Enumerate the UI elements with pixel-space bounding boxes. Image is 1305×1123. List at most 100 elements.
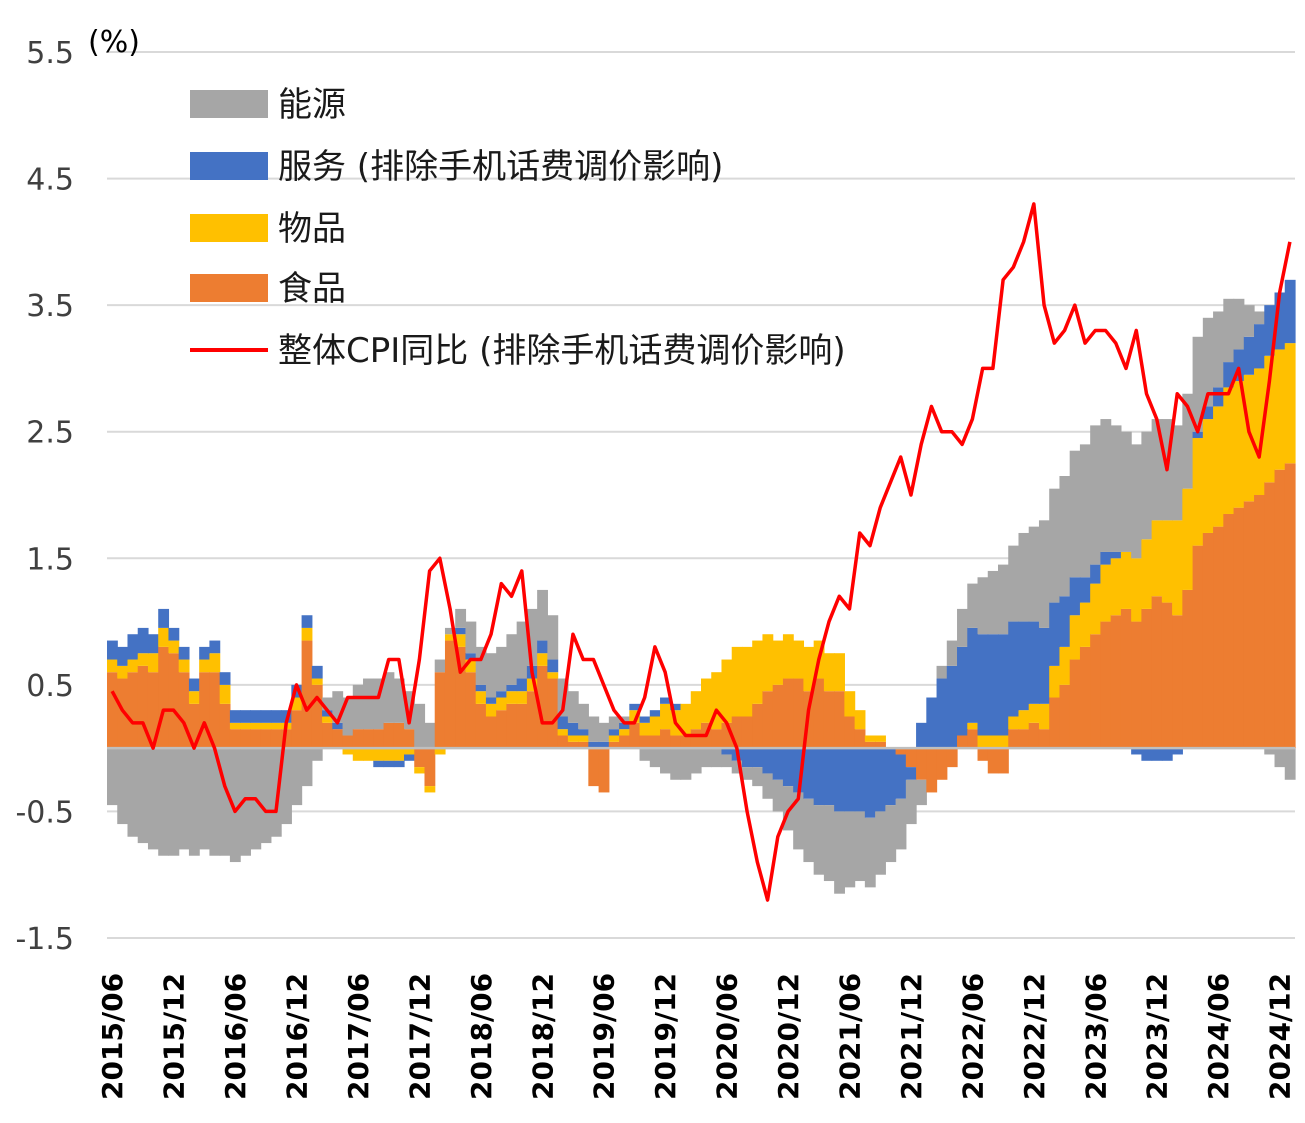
services-bar xyxy=(619,722,630,730)
services-bar xyxy=(926,697,938,749)
food-bar xyxy=(1192,545,1204,749)
services-bar xyxy=(752,748,764,768)
energy-bar xyxy=(701,748,712,768)
goods-bar xyxy=(496,697,508,711)
services-bar xyxy=(1028,621,1040,704)
energy-bar xyxy=(936,665,948,679)
food-bar xyxy=(1161,602,1173,749)
unit-label: (%) xyxy=(88,25,140,60)
services-bar xyxy=(1090,564,1102,584)
goods-bar xyxy=(1049,665,1061,698)
food-legend-swatch xyxy=(190,274,268,302)
services-bar xyxy=(998,634,1009,736)
goods-bar xyxy=(762,634,774,692)
food-bar xyxy=(608,741,620,749)
energy-bar xyxy=(588,716,600,742)
y-tick-label: 5.5 xyxy=(26,36,74,71)
goods-bar xyxy=(455,634,467,647)
energy-bar xyxy=(1182,393,1194,489)
y-tick-label: 4.5 xyxy=(26,163,74,198)
food-bar xyxy=(1274,469,1286,749)
food-bar xyxy=(455,646,467,749)
goods-bar xyxy=(158,627,170,647)
food-bar xyxy=(629,722,641,749)
energy-bar xyxy=(1028,526,1040,622)
energy-bar xyxy=(1284,748,1296,780)
energy-bar xyxy=(752,767,764,787)
x-tick-label: 2020/12 xyxy=(772,973,805,1100)
services-bar xyxy=(260,710,272,723)
goods-bar xyxy=(803,646,815,692)
energy-bar xyxy=(834,811,845,894)
services-bar xyxy=(844,748,856,812)
goods-bar xyxy=(465,659,477,673)
energy-bar xyxy=(526,608,538,666)
food-bar xyxy=(598,748,610,793)
energy-bar xyxy=(957,608,968,647)
food-bar xyxy=(998,748,1009,774)
food-bar xyxy=(127,672,139,749)
services-bar xyxy=(1254,324,1265,369)
services-bar xyxy=(1151,748,1163,761)
food-bar xyxy=(834,691,845,749)
services-bar xyxy=(1213,387,1224,407)
energy-bar xyxy=(1141,431,1153,540)
food-bar xyxy=(680,735,692,749)
energy-bar xyxy=(639,748,651,761)
food-bar xyxy=(793,678,805,749)
goods-bar xyxy=(137,653,149,666)
food-bar xyxy=(823,691,835,749)
goods-bar xyxy=(1161,520,1173,603)
x-tick-label: 2017/12 xyxy=(403,973,436,1100)
energy-bar xyxy=(977,577,989,635)
services-bar xyxy=(107,640,118,660)
energy-bar xyxy=(547,615,559,660)
energy-bar xyxy=(1243,305,1255,337)
food-bar xyxy=(813,678,825,749)
food-bar xyxy=(270,729,282,749)
energy-bar xyxy=(383,672,395,723)
services-bar xyxy=(813,748,825,806)
energy-bar xyxy=(516,621,528,679)
goods-bar xyxy=(178,659,190,673)
goods-bar xyxy=(772,640,784,685)
services-bar xyxy=(629,703,641,711)
services-bar xyxy=(1038,627,1050,704)
energy-bar xyxy=(731,760,743,774)
goods-bar xyxy=(1202,419,1214,533)
goods-bar xyxy=(875,735,886,742)
energy-bar xyxy=(240,748,251,856)
energy-bar xyxy=(598,722,610,742)
services-bar xyxy=(588,741,600,749)
food-bar xyxy=(721,722,733,749)
x-axis-ticks: 2015/06 2015/12 2016/06 2016/12 2017/06 2017/… xyxy=(96,973,1297,1100)
x-tick-label: 2023/06 xyxy=(1079,973,1112,1100)
goods-bar xyxy=(834,653,845,692)
energy-bar xyxy=(711,748,723,768)
food-bar xyxy=(916,748,927,780)
goods-bar xyxy=(557,729,569,736)
food-bar xyxy=(1254,495,1265,749)
food-bar xyxy=(352,729,364,749)
services-bar xyxy=(1049,602,1061,666)
goods-bar xyxy=(1090,583,1102,635)
energy-bar xyxy=(895,798,907,850)
energy-bar xyxy=(1213,311,1224,388)
food-bar xyxy=(434,672,446,749)
goods-bar xyxy=(660,703,671,730)
food-bar xyxy=(854,729,866,749)
energy-bar xyxy=(864,817,876,888)
food-bar xyxy=(393,722,405,749)
x-tick-label: 2021/12 xyxy=(895,973,928,1100)
goods-bar xyxy=(168,640,180,654)
services-bar xyxy=(158,608,170,628)
food-bar xyxy=(1049,697,1061,749)
energy-bar xyxy=(444,627,456,635)
y-tick-label: -1.5 xyxy=(15,922,74,957)
goods-bar xyxy=(1274,349,1286,470)
food-bar xyxy=(1213,526,1224,749)
services-bar xyxy=(127,634,139,660)
goods-bar xyxy=(1120,551,1132,609)
goods-bar xyxy=(444,634,456,641)
